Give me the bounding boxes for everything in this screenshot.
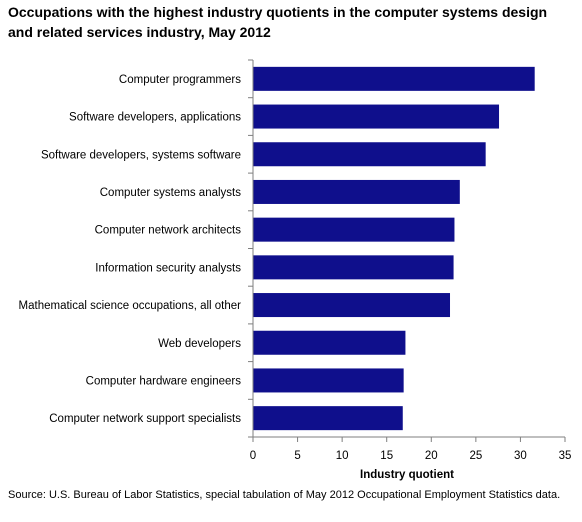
source-note: Source: U.S. Bureau of Labor Statistics,… bbox=[8, 489, 561, 501]
bar-1 bbox=[253, 104, 500, 129]
bars-layer bbox=[253, 66, 535, 431]
x-tick-label-3: 15 bbox=[380, 450, 393, 462]
x-tick-label-2: 10 bbox=[336, 450, 349, 462]
x-tick-label-7: 35 bbox=[559, 450, 572, 462]
bar-9 bbox=[253, 406, 403, 431]
bar-3 bbox=[253, 179, 460, 204]
x-tick-label-1: 5 bbox=[294, 450, 300, 462]
x-tick-label-6: 30 bbox=[514, 450, 527, 462]
bar-2 bbox=[253, 142, 486, 167]
category-label-9: Computer network support specialists bbox=[49, 413, 241, 425]
x-tick-label-0: 0 bbox=[250, 450, 256, 462]
category-labels: Computer programmers Software developers,… bbox=[19, 74, 242, 425]
category-label-6: Mathematical science occupations, all ot… bbox=[19, 300, 242, 312]
bar-4 bbox=[253, 217, 455, 242]
category-label-5: Information security analysts bbox=[95, 262, 241, 274]
category-label-7: Web developers bbox=[158, 338, 241, 350]
category-label-0: Computer programmers bbox=[119, 74, 241, 86]
bar-7 bbox=[253, 330, 406, 355]
category-label-8: Computer hardware engineers bbox=[86, 375, 242, 387]
x-axis-title: Industry quotient bbox=[360, 469, 454, 481]
x-axis: 0 5 10 15 20 25 30 35 bbox=[248, 59, 572, 462]
chart-title: Occupations with the highest industry qu… bbox=[8, 4, 548, 40]
bar-5 bbox=[253, 255, 454, 280]
x-tick-label-4: 20 bbox=[425, 450, 438, 462]
bar-0 bbox=[253, 66, 535, 91]
category-label-1: Software developers, applications bbox=[69, 112, 241, 124]
bar-8 bbox=[253, 368, 404, 393]
category-label-3: Computer systems analysts bbox=[100, 187, 241, 199]
x-tick-label-5: 25 bbox=[469, 450, 482, 462]
category-label-2: Software developers, systems software bbox=[41, 149, 241, 161]
bar-6 bbox=[253, 293, 451, 318]
category-label-4: Computer network architects bbox=[95, 225, 242, 237]
